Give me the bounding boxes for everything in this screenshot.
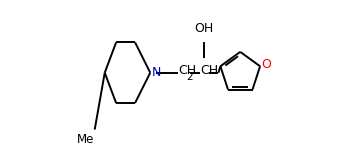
Text: Me: Me [76, 133, 94, 146]
Text: CH: CH [178, 64, 196, 77]
Text: CH: CH [201, 64, 219, 77]
Text: O: O [262, 58, 272, 71]
Text: OH: OH [194, 22, 213, 35]
Text: N: N [152, 66, 161, 79]
Text: 2: 2 [187, 73, 193, 82]
